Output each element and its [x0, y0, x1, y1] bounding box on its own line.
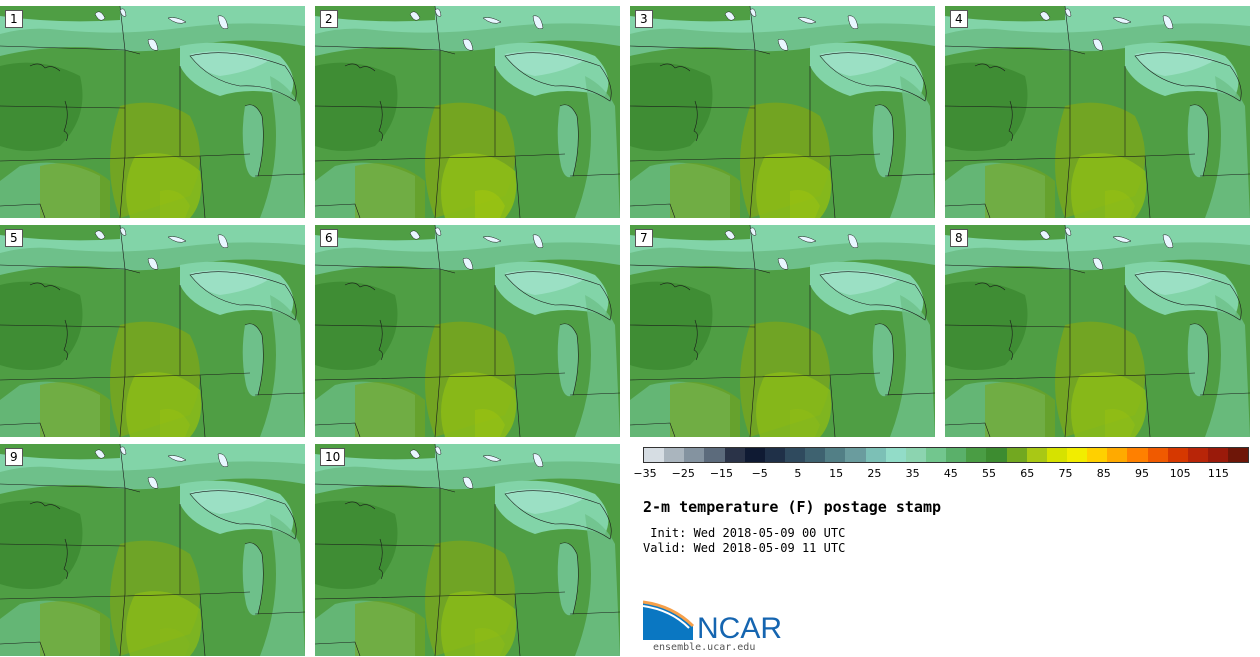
- colorbar-tick-label: 35: [905, 467, 920, 480]
- member-number: 10: [320, 448, 346, 466]
- colorbar-swatch: [1187, 448, 1208, 462]
- colorbar-swatch: [1228, 448, 1249, 462]
- colorbar-tick-label: 15: [829, 467, 844, 480]
- member-number: 1: [5, 10, 23, 28]
- map-panel: 10: [315, 444, 620, 656]
- colorbar-tick-label: −25: [671, 467, 695, 480]
- member-number: 6: [320, 229, 338, 247]
- colorbar-swatch: [905, 448, 926, 462]
- colorbar-tick-label: 45: [943, 467, 958, 480]
- colorbar-swatch: [644, 448, 665, 462]
- valid-time: Valid: Wed 2018-05-09 11 UTC: [643, 541, 846, 555]
- colorbar-swatch: [925, 448, 947, 462]
- map-panel: 4: [945, 6, 1250, 218]
- colorbar-tick-label: 95: [1134, 467, 1149, 480]
- map-panel: 7: [630, 225, 935, 437]
- colorbar-swatch: [784, 448, 806, 462]
- colorbar-swatch: [1087, 448, 1108, 462]
- init-time: Init: Wed 2018-05-09 00 UTC: [643, 526, 846, 540]
- site-url: ensemble.ucar.edu: [653, 642, 756, 653]
- member-number: 4: [950, 10, 968, 28]
- colorbar-swatch: [664, 448, 685, 462]
- colorbar-swatch: [1147, 448, 1168, 462]
- colorbar-swatch: [845, 448, 866, 462]
- map-panel: 9: [0, 444, 305, 656]
- colorbar-swatch: [1127, 448, 1148, 462]
- colorbar-swatch: [865, 448, 886, 462]
- colorbar-swatch: [1167, 448, 1188, 462]
- ncar-logo: NCAR: [642, 600, 793, 646]
- member-number: 2: [320, 10, 338, 28]
- colorbar-swatch: [744, 448, 765, 462]
- map-panel: 8: [945, 225, 1250, 437]
- member-number: 3: [635, 10, 653, 28]
- map-panel: 5: [0, 225, 305, 437]
- temperature-colorbar: [643, 447, 1249, 463]
- colorbar-tick-label: 65: [1020, 467, 1035, 480]
- map-panel: 2: [315, 6, 620, 218]
- colorbar-tick-label: 115: [1207, 467, 1229, 480]
- colorbar-swatch: [724, 448, 745, 462]
- colorbar-ticks: −35 −25 −15 −5 5 15 25 35 45 55 65 75 85 95 105 115: [633, 467, 1247, 481]
- member-number: 9: [5, 448, 23, 466]
- colorbar-swatch: [986, 448, 1007, 462]
- colorbar-tick-label: 25: [867, 467, 882, 480]
- map-panel: 3: [630, 6, 935, 218]
- colorbar-swatch: [1026, 448, 1047, 462]
- colorbar-swatch: [805, 448, 826, 462]
- member-number: 7: [635, 229, 653, 247]
- colorbar-swatch: [1046, 448, 1067, 462]
- colorbar-swatch: [825, 448, 846, 462]
- colorbar-swatch: [946, 448, 967, 462]
- logo-text: NCAR: [697, 612, 782, 642]
- colorbar-swatch: [885, 448, 906, 462]
- colorbar-tick-label: −5: [751, 467, 768, 480]
- colorbar-swatch: [1066, 448, 1088, 462]
- colorbar-swatch: [966, 448, 987, 462]
- map-panel: 1: [0, 6, 305, 218]
- colorbar-tick-label: 55: [982, 467, 997, 480]
- colorbar-swatch: [684, 448, 705, 462]
- colorbar-tick-label: −15: [709, 467, 734, 480]
- colorbar-swatch: [1207, 448, 1229, 462]
- colorbar-swatch: [1006, 448, 1027, 462]
- colorbar-tick-label: 85: [1096, 467, 1111, 480]
- colorbar-swatch: [704, 448, 725, 462]
- member-number: 5: [5, 229, 23, 247]
- colorbar-tick-label: 5: [794, 467, 802, 480]
- colorbar-swatch: [764, 448, 785, 462]
- colorbar-tick-label: 105: [1169, 467, 1191, 480]
- colorbar-tick-label: 75: [1058, 467, 1073, 480]
- map-panel: 6: [315, 225, 620, 437]
- colorbar-swatch: [1107, 448, 1128, 462]
- colorbar-tick-label: −35: [633, 467, 657, 480]
- member-number: 8: [950, 229, 968, 247]
- plot-title: 2-m temperature (F) postage stamp: [643, 498, 942, 516]
